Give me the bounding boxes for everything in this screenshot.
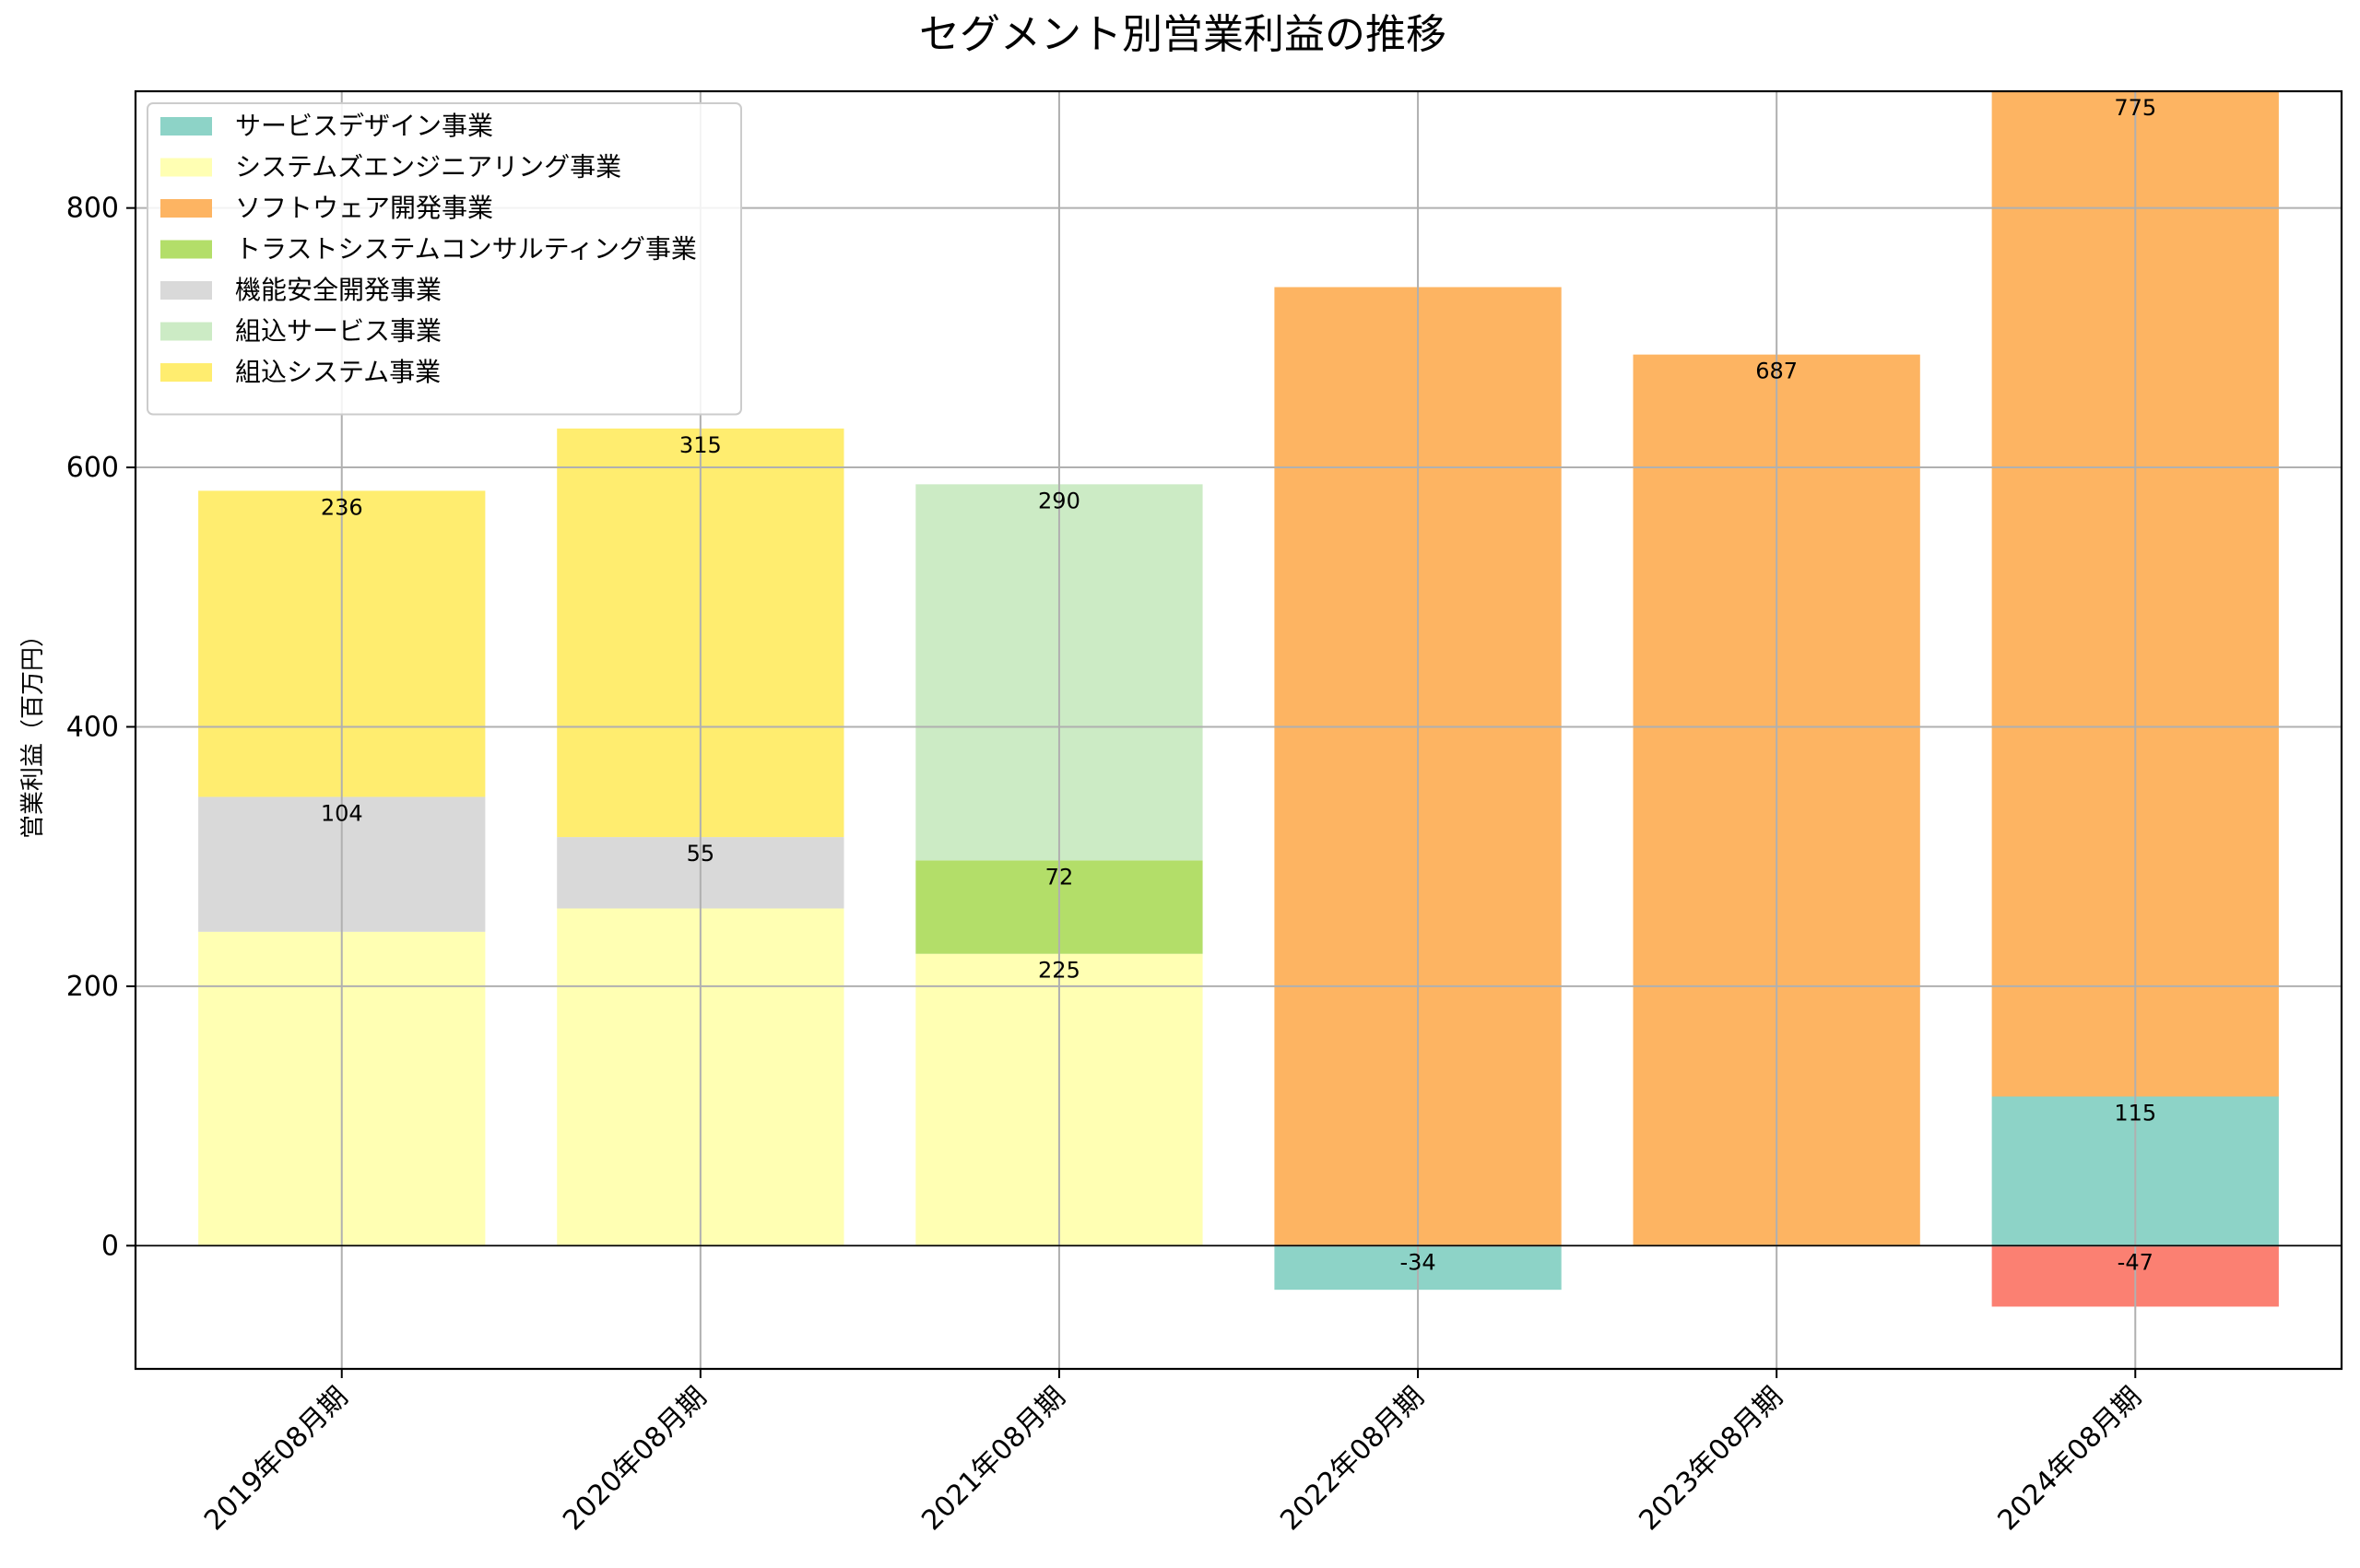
legend-swatch	[160, 322, 212, 341]
data-label: 775	[2114, 95, 2156, 121]
y-tick-label: 600	[66, 452, 119, 484]
y-tick-label: 200	[66, 971, 119, 1003]
data-label: -47	[2118, 1249, 2154, 1275]
x-tick-label: 2019年08月期	[198, 1381, 354, 1537]
data-label: 72	[1045, 864, 1074, 890]
plot-frame	[134, 89, 2343, 1371]
legend-label: トラストシステムコンサルティング事業	[235, 234, 697, 265]
legend-label: 機能安全開発事業	[235, 275, 442, 305]
x-tick-label: 2021年08月期	[915, 1381, 1071, 1537]
legend-swatch	[160, 363, 212, 382]
x-tick-label: 2020年08月期	[557, 1381, 713, 1537]
y-tick-label: 0	[101, 1230, 119, 1262]
legend-box	[147, 102, 742, 416]
data-label: 315	[679, 432, 722, 458]
legend-label: 組込システム事業	[235, 357, 441, 387]
legend-swatch	[160, 158, 212, 177]
y-tick-label: 400	[66, 711, 119, 743]
y-axis-label: 営業利益（百万円）	[19, 623, 47, 839]
legend-label: サービスデザイン事業	[235, 111, 493, 141]
data-label: -34	[1399, 1249, 1435, 1275]
data-label: 55	[687, 841, 715, 867]
data-label: 104	[321, 800, 363, 826]
legend-swatch	[160, 240, 212, 259]
data-label: 236	[321, 494, 363, 520]
legend-label: 組込サービス事業	[235, 316, 442, 347]
data-label: 115	[2114, 1101, 2156, 1126]
data-label: 225	[1038, 958, 1080, 984]
y-tick-label: 800	[66, 193, 119, 225]
legend: サービスデザイン事業システムズエンジニアリング事業ソフトウェア開発事業トラストシ…	[147, 102, 742, 416]
x-tick-label: 2024年08月期	[1992, 1381, 2148, 1537]
data-label: 290	[1038, 488, 1080, 513]
legend-label: システムズエンジニアリング事業	[235, 152, 621, 183]
legend-label: ソフトウェア開発事業	[235, 193, 493, 223]
legend-swatch	[160, 281, 212, 300]
chart-title: セグメント別営業利益の推移	[919, 11, 1446, 58]
x-tick-label: 2023年08月期	[1633, 1381, 1788, 1537]
x-tick-label: 2022年08月期	[1274, 1381, 1430, 1537]
legend-swatch	[160, 199, 212, 218]
data-label: 687	[1755, 359, 1798, 384]
legend-swatch	[160, 117, 212, 136]
